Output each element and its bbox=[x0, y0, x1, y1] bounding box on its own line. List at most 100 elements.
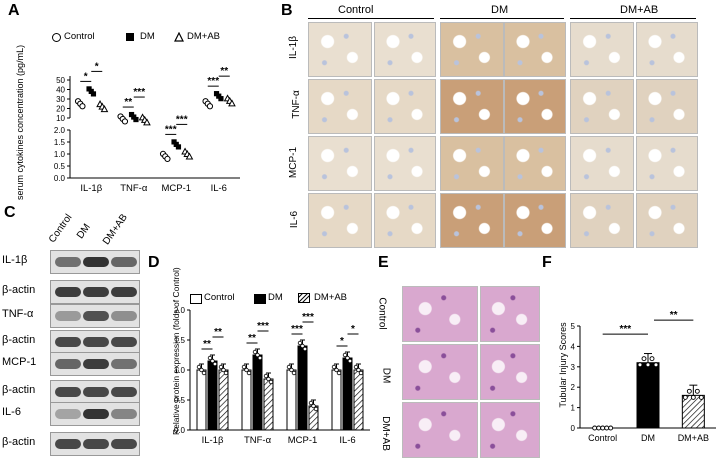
data-point bbox=[608, 425, 614, 431]
wb-row-label: β-actin bbox=[2, 284, 36, 296]
y-tick-label: 2 bbox=[571, 383, 576, 392]
x-category-label: IL-1β bbox=[202, 435, 224, 446]
data-point-dmab bbox=[100, 105, 109, 113]
sig-stars: *** bbox=[257, 321, 269, 332]
data-point bbox=[690, 394, 696, 400]
data-point bbox=[637, 362, 643, 368]
bar-dmab bbox=[263, 378, 274, 431]
wb-band bbox=[83, 257, 109, 267]
he-image-tile bbox=[480, 402, 540, 458]
y-tick-label: 1.0 bbox=[174, 366, 186, 375]
data-point bbox=[252, 349, 258, 355]
y-tick-label: 0.5 bbox=[54, 162, 66, 171]
data-point-dmab bbox=[228, 99, 236, 107]
bar-control bbox=[241, 369, 252, 431]
data-point bbox=[686, 388, 692, 394]
sig-stars: *** bbox=[176, 114, 188, 125]
bar-control bbox=[331, 369, 342, 431]
ihc-row-mcp1: MCP-1 bbox=[288, 146, 300, 179]
data-point-dm bbox=[90, 91, 97, 97]
wb-band bbox=[83, 311, 109, 321]
bar-dm bbox=[636, 362, 660, 429]
y-tick-label: 0.5 bbox=[174, 396, 186, 405]
wb-band-strip bbox=[50, 304, 140, 328]
legend-control-label: Control bbox=[64, 31, 95, 42]
ihc-image-tile bbox=[504, 22, 566, 77]
x-category-label: IL-1β bbox=[80, 183, 102, 194]
wb-band bbox=[83, 387, 109, 397]
y-tick-label: 1.0 bbox=[54, 150, 66, 159]
ihc-image-tile bbox=[440, 22, 504, 77]
x-category-label: Control bbox=[588, 433, 617, 443]
y-tick-label: 20 bbox=[56, 105, 65, 114]
wb-band bbox=[111, 409, 137, 419]
wb-band-strip bbox=[50, 250, 140, 274]
ihc-col-dmab: DM+AB bbox=[620, 4, 659, 16]
ihc-col-rule bbox=[570, 18, 696, 19]
data-point bbox=[356, 367, 361, 373]
data-point bbox=[682, 394, 688, 400]
legend-dmab-label: DM+AB bbox=[314, 292, 347, 303]
wb-band-strip bbox=[50, 352, 140, 376]
data-point bbox=[201, 370, 207, 376]
ihc-image-tile bbox=[570, 79, 634, 134]
wb-col-dm: DM bbox=[74, 221, 93, 241]
legend-control-swatch bbox=[190, 294, 202, 304]
ihc-image-tile bbox=[636, 22, 698, 77]
data-point bbox=[207, 355, 213, 361]
wb-band bbox=[111, 387, 137, 397]
y-tick-label: 2.0 bbox=[54, 126, 66, 135]
wb-band bbox=[111, 287, 137, 297]
wb-band bbox=[83, 287, 109, 297]
legend-dmab-label: DM+AB bbox=[187, 31, 220, 42]
data-point-dmab bbox=[185, 152, 194, 160]
he-image-tile bbox=[480, 286, 540, 342]
wb-row-label: β-actin bbox=[2, 334, 36, 346]
data-point bbox=[199, 367, 204, 373]
y-tick-label: 4 bbox=[571, 342, 576, 351]
sig-stars: *** bbox=[207, 76, 219, 87]
data-point bbox=[345, 355, 350, 361]
sig-stars: ** bbox=[214, 327, 222, 338]
wb-band-strip bbox=[50, 380, 140, 404]
he-image-tile bbox=[402, 344, 478, 400]
ihc-image-tile bbox=[440, 136, 504, 191]
data-point bbox=[212, 361, 218, 367]
panel-label-f: F bbox=[542, 254, 552, 271]
ihc-image-tile bbox=[570, 193, 634, 248]
ihc-image-tile bbox=[636, 136, 698, 191]
wb-band bbox=[111, 337, 137, 347]
ihc-row-il1b: IL-1β bbox=[287, 36, 299, 59]
wb-band bbox=[83, 359, 109, 369]
wb-band bbox=[55, 409, 81, 419]
panel-b: Control DM DM+AB IL-1β TNF-α MCP-1 IL-6 bbox=[287, 0, 728, 250]
data-point-control bbox=[121, 118, 129, 125]
data-point bbox=[347, 358, 353, 364]
ihc-image-tile bbox=[308, 79, 372, 134]
y-tick-label: 0.0 bbox=[54, 174, 66, 183]
data-point-dm bbox=[175, 144, 182, 150]
bar-dm bbox=[342, 357, 353, 431]
ihc-col-rule bbox=[440, 18, 564, 19]
ihc-image-tile bbox=[570, 136, 634, 191]
wb-row-label: β-actin bbox=[2, 436, 36, 448]
x-category-label: DM bbox=[641, 433, 655, 443]
ihc-image-tile bbox=[636, 193, 698, 248]
wb-band-strip bbox=[50, 280, 140, 304]
data-point bbox=[286, 364, 292, 370]
y-tick-label: 50 bbox=[56, 76, 65, 85]
he-row-dm: DM bbox=[380, 367, 392, 384]
data-point bbox=[241, 364, 247, 370]
y-tick-label: 30 bbox=[56, 95, 65, 104]
data-point bbox=[334, 367, 339, 373]
he-image-tile bbox=[480, 344, 540, 400]
ihc-image-tile bbox=[636, 79, 698, 134]
ihc-image-tile bbox=[504, 136, 566, 191]
ihc-image-tile bbox=[374, 22, 436, 77]
he-row-dmab: DM+AB bbox=[379, 416, 391, 451]
legend-dm-label: DM bbox=[268, 292, 283, 303]
panel-d-plot: 0.00.51.01.52.0IL-1β****TNF-α*****MCP-1*… bbox=[174, 306, 370, 446]
ihc-col-dm: DM bbox=[491, 4, 509, 16]
legend-dm-label: DM bbox=[140, 31, 155, 42]
y-tick-label: 40 bbox=[56, 86, 65, 95]
